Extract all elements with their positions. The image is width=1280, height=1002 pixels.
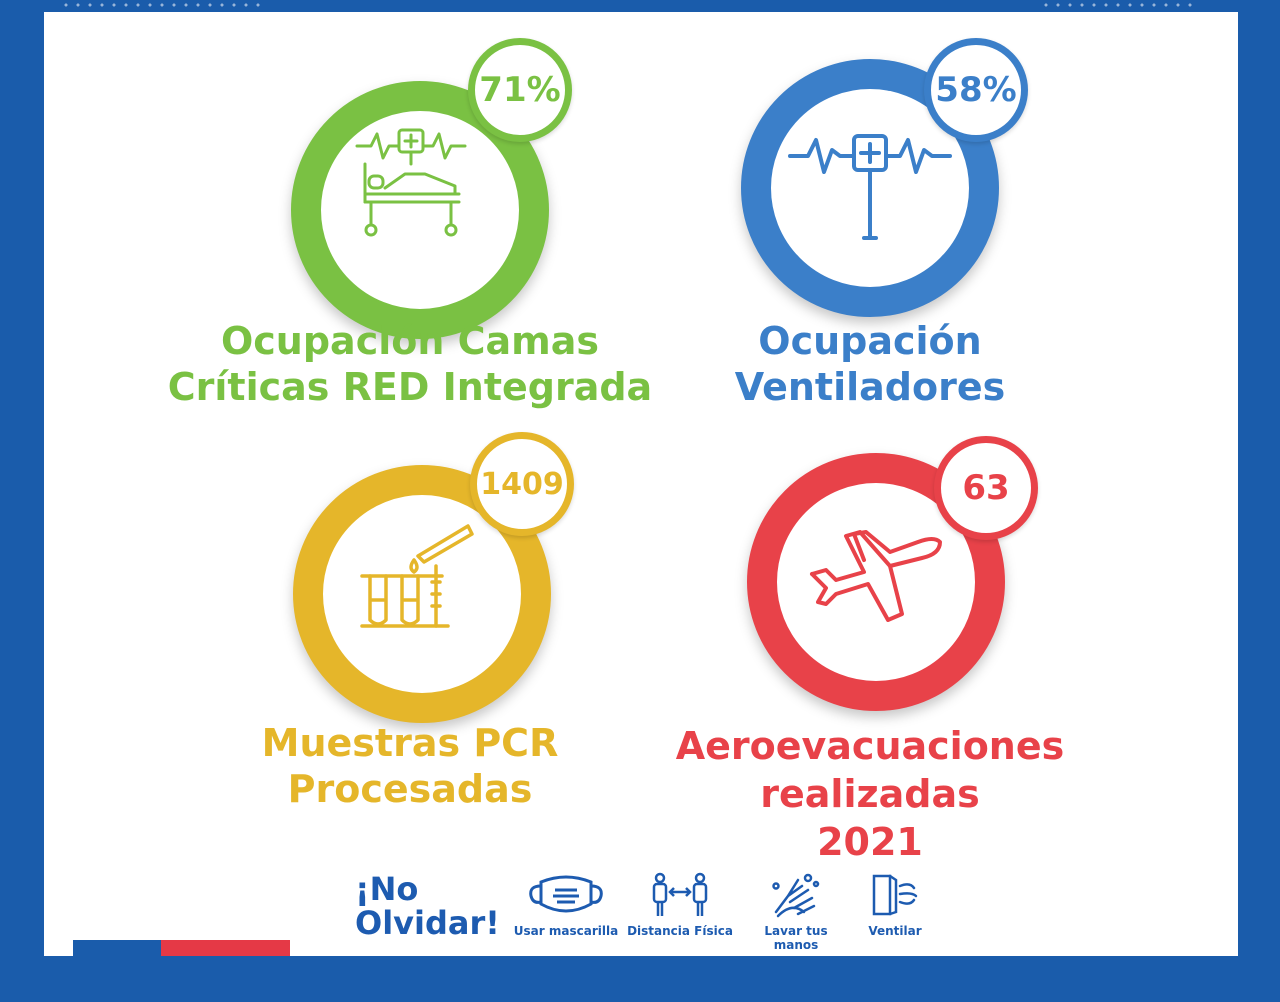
- hand-wash-icon: [772, 873, 820, 918]
- footer-strip-blue: [73, 940, 161, 956]
- stat-label-line: Aeroevacuaciones: [675, 724, 1065, 768]
- reminder-item-label: Usar mascarilla: [513, 924, 619, 938]
- value-badge: 71%: [468, 38, 572, 142]
- reminder-item-label: Ventilar: [868, 924, 922, 938]
- stat-label-line: Ventiladores: [734, 365, 1006, 409]
- reminder-item: Lavar tus manos: [743, 872, 849, 952]
- ring-yellow: [282, 454, 562, 734]
- value-badge: 1409: [470, 432, 574, 536]
- airplane-icon: [810, 530, 942, 622]
- stat-label-line: Ocupación Camas: [220, 319, 600, 363]
- stat-label: Muestras PCR Procesadas: [160, 720, 660, 812]
- reminder-section: ¡No Olvidar! Usar mascarilla Distancia F…: [355, 868, 955, 952]
- reminder-title-line: Olvidar!: [355, 904, 500, 942]
- stat-label-line: Críticas RED Integrada: [167, 365, 653, 409]
- face-mask-icon: [529, 875, 603, 913]
- stat-label-line: 2021: [817, 820, 923, 864]
- reminder-title-line: ¡No: [355, 870, 419, 908]
- reminder-title: ¡No Olvidar!: [355, 872, 500, 940]
- value-badge: 63: [934, 436, 1038, 540]
- reminder-item: Ventilar: [855, 872, 935, 938]
- stat-label: Aeroevacuaciones realizadas 2021: [620, 722, 1120, 866]
- infographic-panel: [44, 12, 1238, 956]
- value-badge: 58%: [924, 38, 1028, 142]
- stat-label-line: Muestras PCR: [261, 721, 559, 765]
- reminder-item: Distancia Física: [627, 872, 733, 938]
- stat-label: Ocupación Ventiladores: [620, 318, 1120, 410]
- reminder-item-label: Distancia Física: [627, 924, 733, 938]
- top-dots-right: [1040, 2, 1200, 8]
- footer-strip-red: [161, 940, 290, 956]
- stat-label-line: Procesadas: [287, 767, 533, 811]
- iv-heartbeat-icon: [788, 134, 952, 240]
- stat-label-line: realizadas: [760, 772, 980, 816]
- ventilate-icon: [872, 874, 918, 916]
- stat-label-line: Ocupación: [758, 319, 982, 363]
- top-bar: [0, 0, 1280, 12]
- reminder-item: Usar mascarilla: [513, 872, 619, 938]
- top-dots-left: [60, 2, 260, 8]
- stat-label: Ocupación Camas Críticas RED Integrada: [160, 318, 660, 410]
- reminder-item-label: Lavar tus manos: [764, 924, 828, 952]
- hospital-bed-icon: [355, 128, 467, 237]
- test-tubes-icon: [360, 524, 474, 628]
- ring-red: [736, 442, 1016, 722]
- ring-green: [280, 70, 560, 350]
- distance-icon: [652, 872, 708, 916]
